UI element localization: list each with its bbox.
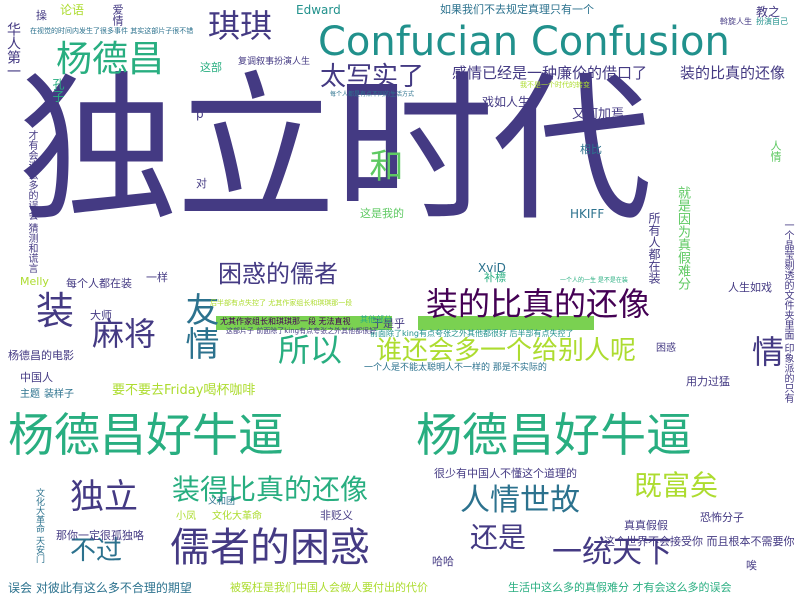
word-houbanbu: 后半部有点失控了 尤其作家组长和琪琪那一段 [210, 299, 353, 307]
word-qita: 其他部分 [360, 315, 392, 324]
word-yushihu: 于是乎 [372, 317, 405, 330]
word-confucian-confusion: Confucian Confusion [318, 19, 730, 65]
word-jiushi-yinwei: 就是因为真假难分 [675, 186, 690, 290]
word-zhuang: 装 [36, 289, 75, 333]
word-yang-2: 杨德昌好牛逼 [416, 408, 692, 462]
word-main: 独立时代 [18, 56, 652, 243]
word-bar-2 [418, 316, 594, 330]
word-henshao: 很少有中国人不懂这个道理的 [434, 467, 577, 480]
word-banyan-ziji: 扮演自己 [756, 17, 788, 26]
word-ai: 唉 [746, 559, 757, 572]
word-ganqing: 感情已经是一种廉价的借口了 [452, 64, 648, 82]
word-yige-ren: 一个人是不能太聪明人不一样的 那是不实际的 [364, 363, 547, 373]
word-renqing: 人情 [769, 140, 782, 162]
word-xiaofeng: 小凤 [176, 511, 196, 522]
word-zhenzhen-jiajia: 真真假假 [624, 519, 668, 532]
word-dashi: 大师 [90, 309, 112, 322]
word-woxuan: 斡旋人生 [720, 17, 752, 26]
word-confucian-confusion-zh: 儒者的困惑 [170, 525, 370, 571]
word-zhebu-pianzi: 这部片子 前面除了king有点夸张之外其他都很好 [226, 327, 377, 335]
word-tai-xieshi: 太写实了 [320, 62, 425, 92]
word-meige-ren: 每个人都在装 [66, 277, 132, 290]
word-buguo: 不过 [70, 536, 123, 566]
word-hkiff: HKIFF [570, 207, 605, 221]
word-zhe-bu: 这部 [200, 61, 222, 74]
word-youqi-zuojia: 尤其作家组长和琪琪那一段 无法直视 [220, 317, 351, 326]
word-zhege-shijie: 这个世界不会接受你 而且根本不需要你 [604, 535, 795, 548]
word-p: p [196, 107, 204, 121]
word-yang-de-chang: 杨德昌 [56, 39, 165, 80]
word-yisheng: 一个人的一生 是不是在装 [560, 277, 628, 284]
word-bu-biao: 补標 [484, 271, 506, 284]
word-yang-1: 杨德昌好牛逼 [8, 408, 284, 462]
word-edward: Edward [296, 3, 341, 17]
word-wuhui: 误会 对彼此有这么多不合理的期望 [8, 581, 192, 595]
word-he: 和 [363, 148, 403, 182]
word-fudiao-xushi: 复调叙事 [238, 57, 275, 67]
word-jiao-zhi: 教之 [756, 5, 781, 19]
word-zhuang-bi-1: 装的比真的还像 [426, 285, 651, 323]
word-yang-dianying: 杨德昌的电影 [8, 349, 74, 362]
word-zhuti: 主题 [20, 389, 40, 400]
word-yihetuan: 义和团 [208, 497, 236, 507]
word-dui: 对 [196, 177, 207, 190]
word-gudu: 那你一定很孤独咯 [56, 529, 144, 542]
word-ji-fu-yi: 既富矣 [634, 469, 719, 502]
word-fei-bianyi: 非贬义 [320, 509, 353, 522]
word-renqing-shigu: 人情世故 [460, 483, 580, 518]
word-qiqi: 琪琪 [208, 7, 273, 45]
word-duli: 独立 [70, 477, 138, 517]
word-huaren-diyi: 华人第一 [5, 22, 21, 78]
word-haishi: 还是 [470, 521, 527, 554]
word-qianmian: 前面除了king有点夸张之外其他都很好 后半部有点失控了 [370, 329, 574, 338]
word-meige-fangshi: 每个人都是有点不同的生活方式 [330, 91, 415, 98]
word-bar-1 [216, 316, 392, 330]
word-zai-shijue: 在视觉的时间内发生了很多事件 其实这部片子很不错 [30, 27, 194, 35]
word-kunhuo: 困惑 [656, 343, 676, 354]
word-xvid: XviD [478, 261, 506, 275]
word-xi-ru-rensheng: 戏如人生 [482, 95, 531, 109]
word-shei-hai-hui: 谁还会多一个给别人呢 [376, 336, 637, 366]
word-xiangbi: 相比 [580, 143, 602, 156]
word-wenhua-tiananmen: 文化大革命 天安门 [34, 488, 44, 563]
word-wenjianjia: 一个晶莹剔透的文件夹里面 印象派的只有 [782, 220, 793, 404]
word-melly: Melly [20, 275, 49, 288]
word-lunyu: 论语 [60, 3, 85, 17]
word-friday: 要不要去Friday喝杯咖啡 [112, 383, 256, 398]
word-zhuang-bi-2: 装的比真的还像 [680, 64, 786, 82]
word-yongli: 用力过猛 [686, 375, 730, 388]
word-rensheng-ruxi: 人生如戏 [728, 281, 772, 294]
word-zhe-shi-wode: 这是我的 [360, 207, 404, 220]
word-kongbu: 恐怖分子 [700, 511, 744, 524]
word-you-he-jia-yan: 又何加焉 [572, 107, 625, 122]
word-kongzi: 孔子 [51, 78, 65, 102]
word-majiang: 麻将 [92, 315, 157, 353]
word-haha: 哈哈 [432, 555, 454, 568]
word-shidai-zhuanbian: 我不是一个时代的转变 [520, 81, 590, 89]
word-bei-yuanwang: 被冤枉是我们中国人会做人要付出的代价 [230, 581, 428, 594]
word-yiyang: 一样 [146, 271, 168, 284]
word-shenghuo-zhong: 生活中这么多的真假难分 才有会这么多的误会 [508, 581, 732, 594]
word-aiqing: 爱情 [111, 4, 124, 26]
word-suoyou-ren: 所有人都在装 [647, 212, 661, 284]
word-yitong-tianxia: 一统天下 [552, 535, 672, 570]
word-suoyi: 所以 [278, 331, 343, 369]
word-banyan-rensheng: 扮演人生 [274, 57, 311, 67]
word-wuhui-caice: 才有会这么多的误会 猜测和谎言 [26, 130, 37, 274]
word-zhuang-de: 装得比真的还像 [172, 473, 369, 506]
word-cao: 操 [36, 9, 47, 22]
word-zhuang-yangzi: 装样子 [44, 389, 74, 400]
word-kunhuo-ruzhe: 困惑的儒者 [218, 260, 338, 288]
word-wenhua-dageming: 文化大革命 [212, 511, 262, 522]
word-youqing: 友情 [179, 292, 219, 360]
word-zhongguoren: 中国人 [20, 371, 53, 384]
word-ruguo: 如果我们不去规定真理只有一个 [440, 3, 594, 16]
word-qing: 情 [752, 333, 785, 371]
